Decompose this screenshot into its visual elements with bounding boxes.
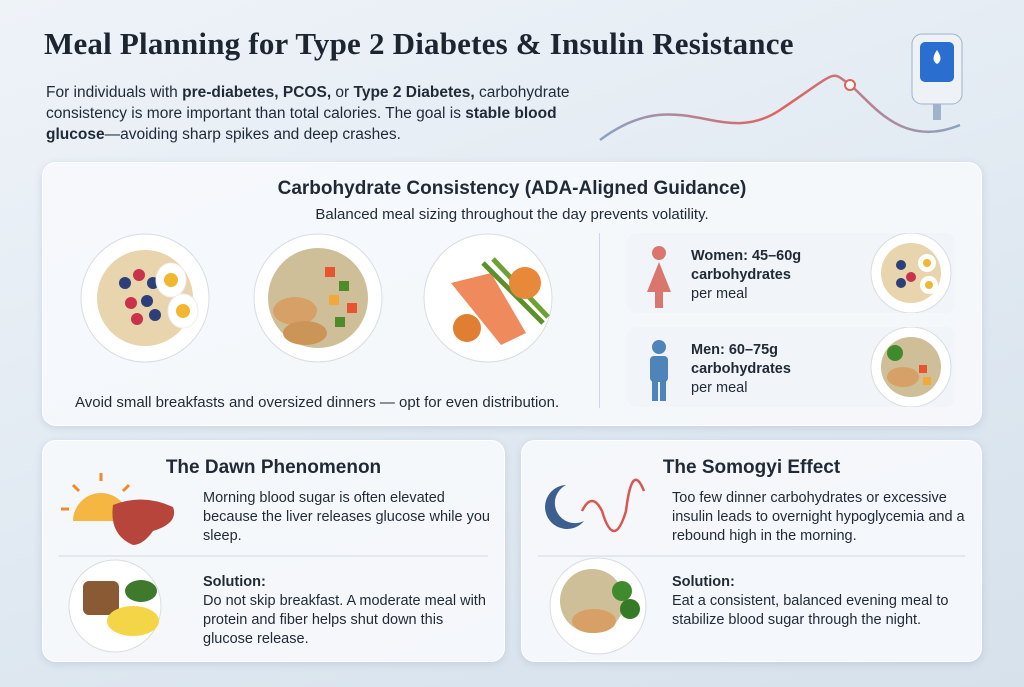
intro-text: —avoiding sharp spikes and deep crashes.: [104, 126, 401, 143]
carb-note: Avoid small breakfasts and oversized din…: [75, 394, 560, 411]
dawn-description: Morning blood sugar is often elevated be…: [203, 490, 490, 544]
dinner-plate: [549, 557, 647, 655]
intro: For individuals with pre-diabetes, PCOS,…: [46, 82, 606, 145]
meal-plates: [80, 233, 553, 363]
divider: [599, 233, 600, 408]
men-text: Men: 60–75g carbohydrates per meal: [691, 341, 851, 398]
somogyi-solution-text: Eat a consistent, balanced evening meal …: [672, 593, 949, 628]
breakfast-plate: [68, 559, 162, 653]
dawn-solution-label: Solution:: [203, 574, 266, 590]
somogyi-card: The Somogyi Effect Too few dinner carboh…: [521, 440, 982, 662]
wave-peak: [844, 79, 856, 91]
somogyi-solution-label: Solution:: [672, 574, 735, 590]
somogyi-icons: [538, 478, 965, 655]
sun-liver-icon: [61, 473, 175, 545]
dawn-solution-text: Do not skip breakfast. A moderate meal w…: [203, 593, 486, 647]
women-text: Women: 45–60g carbohydrates per meal: [691, 247, 851, 304]
men-detail: per meal: [691, 380, 748, 396]
men-box: Men: 60–75g carbohydrates per meal: [627, 327, 955, 407]
woman-icon: [647, 246, 671, 308]
dinner-plate: [423, 233, 553, 363]
dawn-card: The Dawn Phenomenon Morning blood sugar …: [42, 440, 505, 662]
dawn-title: The Dawn Phenomenon: [165, 457, 382, 478]
somogyi-title: The Somogyi Effect: [662, 457, 841, 478]
intro-text: For individuals with: [46, 84, 183, 101]
glucose-wave: [599, 74, 961, 142]
carb-card: Carbohydrate Consistency (ADA-Aligned Gu…: [42, 162, 982, 426]
men-plate: [870, 327, 952, 407]
title: Meal Planning for Type 2 Diabetes & Insu…: [44, 26, 794, 61]
intro-bold: stable blood glucose: [46, 105, 557, 143]
intro-bold: Type 2 Diabetes,: [353, 84, 475, 101]
moon-wave-icon: [545, 478, 646, 533]
women-box: Women: 45–60g carbohydrates per meal: [627, 233, 955, 313]
women-detail: per meal: [691, 286, 748, 302]
somogyi-description: Too few dinner carbohydrates or excessiv…: [672, 490, 965, 544]
women-heading: Women: 45–60g carbohydrates: [691, 248, 802, 283]
breakfast-plate: [80, 233, 210, 363]
women-plate: [870, 233, 952, 313]
intro-text: or: [331, 84, 354, 101]
carb-title: Carbohydrate Consistency (ADA-Aligned Gu…: [277, 178, 747, 199]
intro-text: carbohydrate consistency is more importa…: [46, 84, 570, 122]
intro-bold: pre-diabetes, PCOS,: [182, 84, 332, 101]
lunch-plate: [253, 233, 383, 363]
carb-subtitle: Balanced meal sizing throughout the day …: [315, 206, 709, 223]
men-heading: Men: 60–75g carbohydrates: [691, 342, 791, 377]
glucose-meter-icon: [911, 33, 963, 120]
dawn-icons: [59, 473, 488, 653]
man-icon: [650, 340, 668, 401]
